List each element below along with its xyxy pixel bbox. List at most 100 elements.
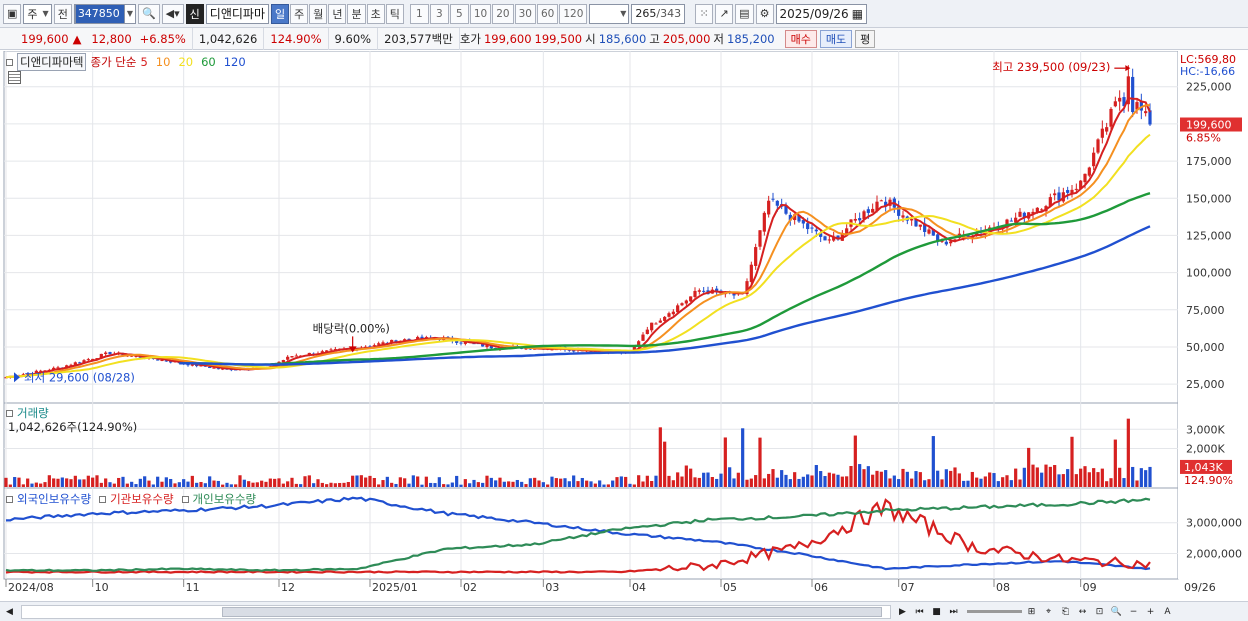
date-field[interactable]: 2025/09/26 ▦ [775,3,868,24]
volume-bar [247,481,251,487]
chevron-down-icon[interactable]: ▼ [126,9,133,18]
custom-interval-select[interactable]: ▼ [589,3,630,24]
candle-body [654,323,658,325]
stop-icon[interactable]: ■ [932,606,941,617]
sell-button[interactable]: 매도 [819,29,853,48]
chart-area[interactable]: 2024/08 10 11 12 2025/01 02 03 04 05 06 07 08 09 09/2… [0,51,1248,601]
lock-icon[interactable]: ⎗ [1061,606,1070,617]
period-button-6[interactable]: 틱 [385,3,404,24]
rewind-icon[interactable]: ⏮ [915,606,924,617]
panel-toggle-icon[interactable] [6,409,13,417]
zoom-out-icon[interactable]: − [1129,606,1138,617]
fast-forward-icon[interactable]: ⏭ [949,606,958,617]
chart-scrollbar[interactable] [21,604,891,619]
chart-canvas[interactable]: 2024/08 10 11 12 2025/01 02 03 04 05 06 07 08 09 09/2… [0,51,1248,601]
volume-bar [420,484,424,487]
interval-button-60[interactable]: 60 [536,3,559,24]
candle-body [1122,97,1126,107]
volume-bar [671,480,675,487]
gear-icon[interactable]: ⚙ [755,3,774,24]
stock-code-value[interactable]: 347850 [74,3,125,24]
volume-bar [814,465,818,487]
volume-bar [485,475,489,487]
volume-bar [60,477,64,487]
volume-bar [1092,468,1096,487]
price-change-pct: +6.85% [139,31,186,46]
candle-body [39,370,43,372]
volume-pct-tag: 124.90% [1184,474,1233,487]
volume-bar [580,477,584,487]
volume-bar [47,475,51,487]
zoom-slider[interactable] [967,610,1022,613]
bar-count-field[interactable]: 265 /343 [631,3,686,24]
ruler-icon[interactable]: ⊞ [1027,606,1036,617]
interval-button-1[interactable]: 1 [409,3,429,24]
period-button-1[interactable]: 주 [290,3,309,24]
magnifier-icon[interactable]: 🔍 [1110,606,1123,617]
volume-bar [762,478,766,487]
scroll-left-icon[interactable]: ◀ [6,606,13,617]
search-icon[interactable]: 🔍 [137,3,160,24]
volume-bar [853,435,857,487]
volume-bar [329,482,333,487]
prev-stock-button[interactable]: 전 [53,3,72,24]
volume-bar [1014,468,1018,487]
candle-body [186,363,190,366]
save-icon[interactable]: ▤ [735,3,754,24]
date-value[interactable]: 2025/09/26 [779,6,849,21]
interval-button-120[interactable]: 120 [559,3,588,24]
link-icon[interactable]: ↔ [1078,606,1087,617]
panel-toggle-icon[interactable] [6,58,13,66]
candle-body [463,341,467,344]
interval-button-30[interactable]: 30 [514,3,536,24]
zoom-in-icon[interactable]: + [1146,606,1155,617]
window-layout-icon[interactable]: ▣ [3,3,22,24]
holdings-tick-label: 3,000,000 [1186,517,1242,530]
candle-body [767,200,771,215]
volume-bar [320,482,324,487]
holdings-line-0 [6,496,1151,571]
buy-button[interactable]: 매수 [784,29,817,48]
candle-body [819,233,823,237]
bar-count-value[interactable]: 265 [635,7,657,20]
crosshair-icon[interactable]: ⌖ [1045,606,1052,617]
fit-icon[interactable]: ⊡ [1095,606,1104,617]
turnover-cell: 9.60% [329,27,379,50]
volume-bar [21,484,25,487]
scrollbar-thumb[interactable] [222,606,882,617]
interval-button-20[interactable]: 20 [492,3,514,24]
scroll-right-icon[interactable]: ▶ [899,606,906,617]
period-button-0[interactable]: 일 [270,3,290,24]
evaluation-button[interactable]: 평 [855,29,876,48]
volume-bar [693,477,697,487]
draw-tool-icon[interactable]: ↗ [715,3,734,24]
panel-toggle-icon[interactable] [181,495,189,503]
stock-code-input[interactable]: 347850 ▼ [73,3,136,24]
grid-icon[interactable]: ⁙ [695,3,714,24]
volume-bar [489,477,493,487]
speaker-icon[interactable]: ◀▾ [161,3,184,24]
date-label: 11 [186,581,200,594]
volume-bar [403,478,407,487]
period-button-5[interactable]: 초 [366,3,385,24]
interval-button-5[interactable]: 5 [449,3,469,24]
current-price-tag-bg [1180,117,1242,132]
volume-bar [1074,474,1078,487]
volume-bar [364,477,368,487]
price-panel-legend: 디앤디파마텍 종가 단순 5 10 20 60 120 [6,53,246,71]
font-size-icon[interactable]: A [1164,606,1171,617]
interval-button-3[interactable]: 3 [429,3,449,24]
interval-button-10[interactable]: 10 [469,3,492,24]
panel-toggle-icon[interactable] [6,495,13,503]
market-type-select[interactable]: 주 ▼ [23,3,52,24]
candle-body [1126,76,1130,105]
period-button-4[interactable]: 분 [347,3,366,24]
panel-toggle-icon[interactable] [99,495,107,503]
volume-bar [949,470,953,487]
candle-body [481,343,485,347]
period-button-2[interactable]: 월 [309,3,328,24]
volume-bar [1131,466,1135,487]
calendar-icon[interactable]: ▦ [851,6,864,21]
period-button-3[interactable]: 년 [328,3,347,24]
chart-table-icon[interactable] [8,71,21,84]
